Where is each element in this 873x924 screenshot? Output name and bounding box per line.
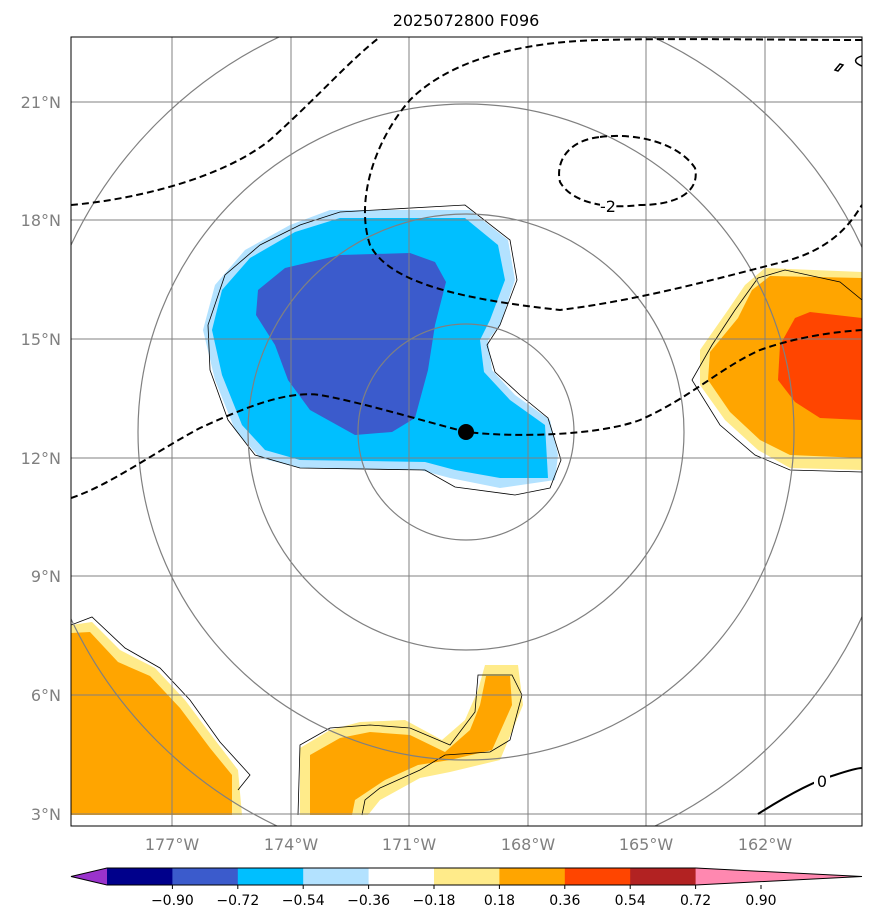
negative-anomaly-outline	[207, 204, 562, 496]
contour-label-dashed: -2	[600, 197, 616, 216]
positive-anomaly-south-outline	[297, 674, 523, 816]
negative-anomaly-strong	[256, 253, 446, 435]
lon-label: 174°W	[264, 835, 319, 854]
colorbar-segment	[107, 868, 173, 885]
colorbar-segment	[368, 868, 435, 885]
lat-label: 18°N	[21, 211, 61, 230]
positive-anomaly-south	[310, 676, 512, 815]
colorbar-tick-label: −0.36	[347, 893, 390, 909]
colorbar-tick-label: 0.72	[680, 893, 711, 909]
lat-label: 9°N	[31, 567, 61, 586]
colorbar-extend-low	[71, 868, 107, 885]
colorbar-segment	[303, 868, 370, 885]
colorbar-tick-label: −0.54	[282, 893, 325, 909]
lon-label: 162°W	[738, 835, 793, 854]
colorbar-tick-label: −0.90	[151, 893, 194, 909]
storm-center-marker	[458, 424, 474, 440]
longitude-labels: 177°W 174°W 171°W 168°W 165°W 162°W	[145, 835, 793, 854]
graticule	[71, 37, 862, 826]
positive-anomaly-sw-outline	[71, 616, 251, 791]
lat-label: 3°N	[31, 805, 61, 824]
lat-label: 12°N	[21, 449, 61, 468]
colorbar-tick-label: −0.18	[413, 893, 456, 909]
colorbar-outline	[70, 867, 863, 886]
colorbar-segment	[630, 868, 697, 885]
lat-label: 6°N	[31, 686, 61, 705]
colorbar-tick-label: 0.54	[615, 893, 646, 909]
map-title: 2025072800 F096	[393, 11, 540, 30]
lon-label: 165°W	[619, 835, 674, 854]
range-rings	[71, 37, 862, 826]
colorbar-tick-label: −0.72	[216, 893, 259, 909]
colorbar-segment	[564, 868, 631, 885]
colorbar-segment	[172, 868, 239, 885]
colorbar: −0.90 −0.72 −0.54 −0.36 −0.18 0.18 0.36 0.54 0.7…	[70, 867, 863, 909]
colorbar-segment	[434, 868, 500, 885]
lon-label: 177°W	[145, 835, 200, 854]
solid-contour-zero	[757, 767, 862, 815]
colorbar-segment	[499, 868, 566, 885]
map-area: -2 0	[71, 37, 862, 826]
latitude-labels: 21°N 18°N 15°N 12°N 9°N 6°N 3°N	[21, 93, 61, 824]
colorbar-segment	[237, 868, 304, 885]
colorbar-tick-label: 0.90	[745, 893, 776, 909]
map-frame	[70, 36, 863, 827]
colorbar-tick-label: 0.18	[484, 893, 515, 909]
lon-label: 171°W	[382, 835, 437, 854]
contour-label-solid: 0	[817, 772, 827, 791]
lon-label: 168°W	[501, 835, 556, 854]
lat-label: 15°N	[21, 330, 61, 349]
solid-contour-ne	[833, 55, 862, 72]
positive-anomaly-east-outline	[691, 269, 862, 473]
lat-label: 21°N	[21, 93, 61, 112]
colorbar-extend-high	[695, 868, 862, 885]
positive-anomaly-sw	[71, 632, 232, 815]
colorbar-tick-label: 0.36	[549, 893, 580, 909]
